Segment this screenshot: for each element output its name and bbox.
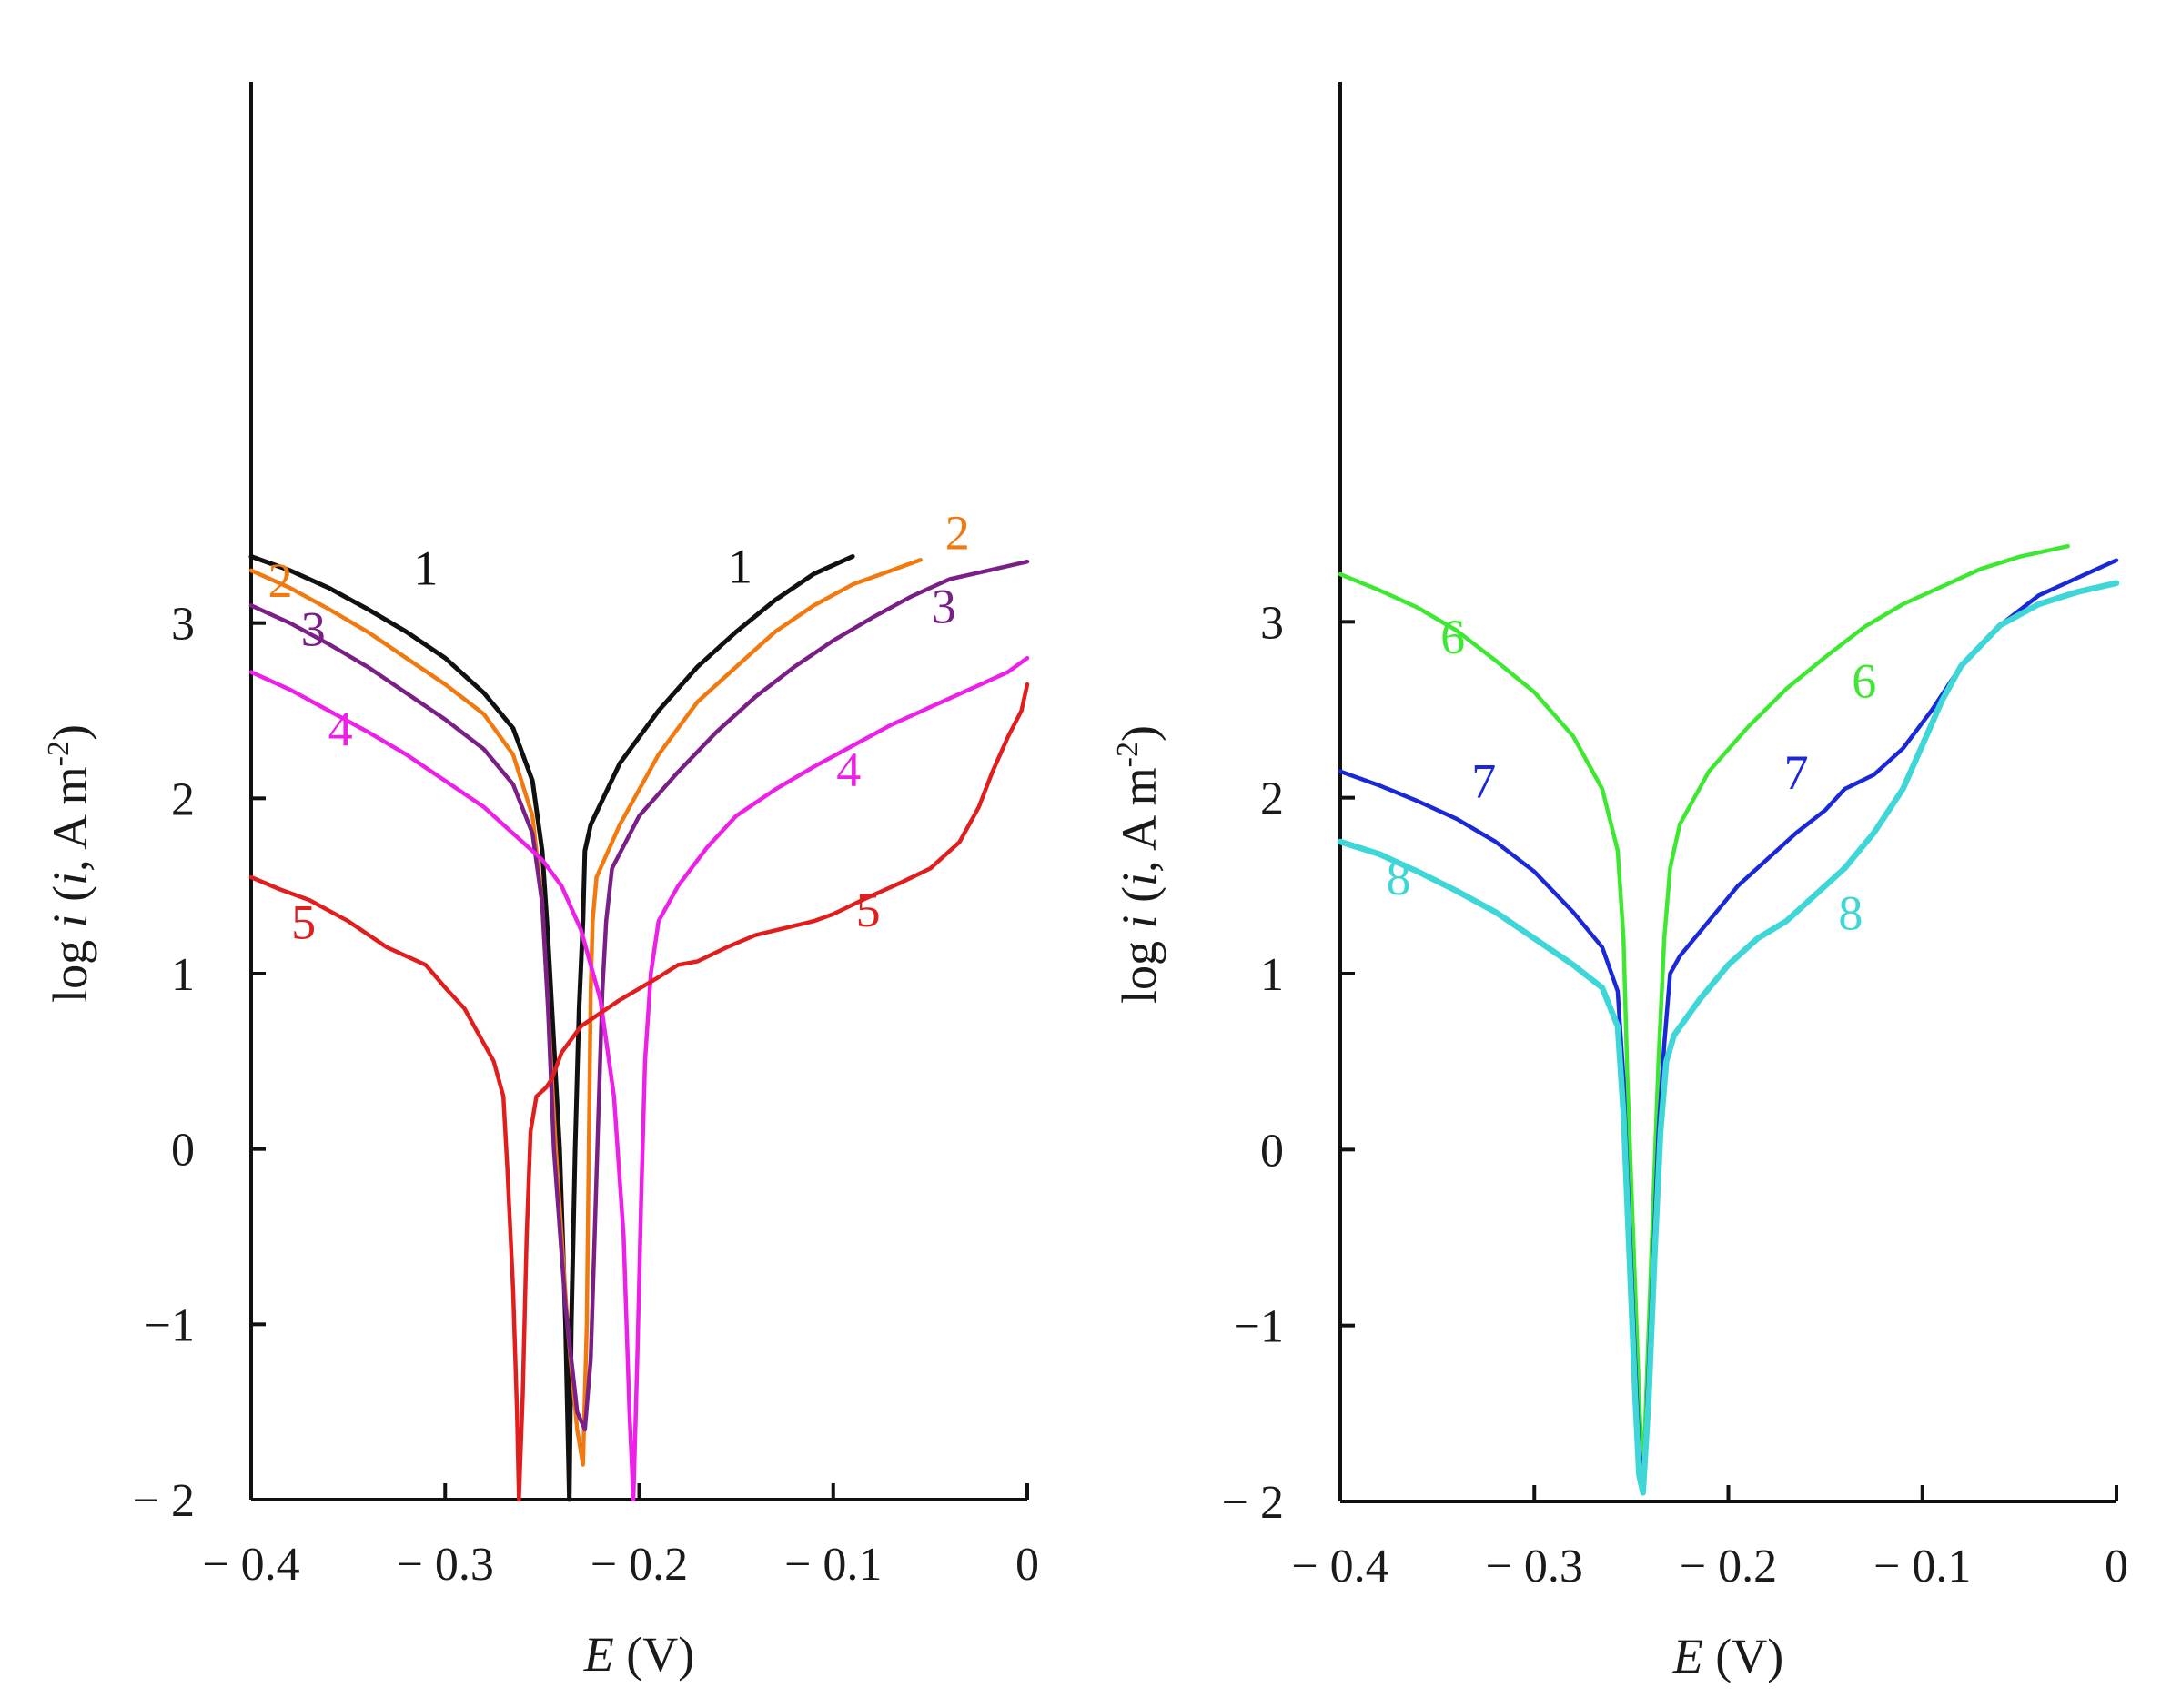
- left-series-4-line: [248, 655, 1030, 1502]
- left-series-5-label: 5: [291, 894, 316, 949]
- right-y-tick-label: 3: [1260, 597, 1284, 649]
- left-series-5-label: 5: [856, 883, 881, 937]
- right-x-tick-label: − 0.3: [1486, 1541, 1583, 1592]
- left-series-1-label: 1: [728, 539, 752, 593]
- left-series-3-label: 3: [932, 580, 956, 634]
- right-x-tick-label: 0: [2105, 1541, 2128, 1592]
- right-y-tick-label: −1: [1234, 1301, 1284, 1353]
- right-series-8-label: 8: [1386, 851, 1410, 905]
- right-series-7-label: 7: [1784, 745, 1809, 800]
- right-x-tick-label: − 0.1: [1873, 1541, 1971, 1592]
- right-y-tick-label: − 2: [1222, 1477, 1284, 1529]
- left-y-axis-title: log i (i, A m-2): [42, 724, 97, 1003]
- right-chart-panel: − 0.4 − 0.3 − 0.2 − 0.1 0 − 2 −1 0 1 2 3 E (V) log i…: [1111, 82, 2128, 1683]
- left-series-4-label: 4: [836, 743, 861, 797]
- left-series-4-label: 4: [328, 702, 353, 757]
- left-y-tick-label: 1: [171, 949, 195, 1001]
- left-series-5-line: [248, 682, 1030, 1502]
- left-y-tick-label: 0: [171, 1125, 195, 1177]
- left-x-tick-label: − 0.1: [784, 1539, 882, 1591]
- left-series-3-line: [248, 559, 1030, 1432]
- left-x-axis-title: E (V): [583, 1627, 694, 1682]
- left-x-tick-label: 0: [1015, 1539, 1039, 1591]
- right-series-8-label: 8: [1838, 886, 1863, 941]
- left-y-tick-label: 3: [171, 599, 195, 651]
- right-y-axis-title: log i (i, A m-2): [1111, 725, 1166, 1004]
- left-x-tick-label: − 0.3: [397, 1539, 494, 1591]
- right-x-axis-title: E (V): [1672, 1629, 1783, 1683]
- right-x-tick-label: − 0.2: [1680, 1541, 1777, 1592]
- right-x-tick-label: − 0.4: [1291, 1541, 1388, 1592]
- right-series-6-label: 6: [1852, 653, 1876, 708]
- left-x-tick-label: − 0.2: [591, 1539, 688, 1591]
- left-series-3-label: 3: [301, 602, 326, 657]
- right-y-tick-label: 0: [1260, 1125, 1284, 1177]
- right-series-6-label: 6: [1440, 610, 1465, 664]
- right-y-tick-label: 2: [1260, 773, 1284, 825]
- left-series-2-line: [248, 558, 923, 1467]
- left-series-1-label: 1: [413, 541, 438, 595]
- left-y-tick-label: − 2: [133, 1475, 195, 1527]
- right-y-tick-label: 1: [1260, 949, 1284, 1001]
- right-series-8-line: [1337, 580, 2120, 1496]
- left-series-2-label: 2: [945, 506, 970, 561]
- left-x-tick-label: − 0.4: [202, 1539, 299, 1591]
- right-series-7-label: 7: [1471, 754, 1496, 809]
- right-series-7-line: [1338, 558, 2119, 1486]
- left-series-1-line: [248, 554, 855, 1502]
- right-series-6-line: [1338, 543, 2070, 1486]
- left-y-tick-label: 2: [171, 773, 195, 825]
- left-y-tick-label: −1: [145, 1299, 195, 1351]
- left-series-2-label: 2: [268, 553, 292, 608]
